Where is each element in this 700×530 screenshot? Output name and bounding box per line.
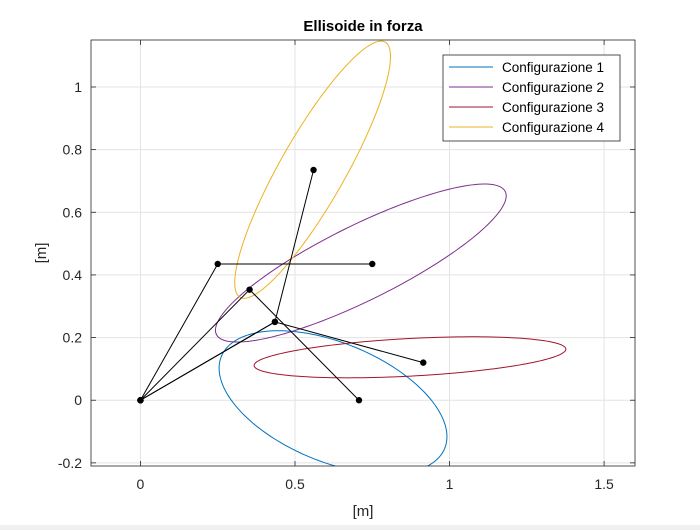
x-axis-label: [m] [353, 503, 374, 520]
y-axis-label: [m] [33, 243, 50, 264]
y-tick-label: 0.2 [63, 330, 83, 346]
legend: Configurazione 1 Configurazione 2 Configur… [442, 54, 621, 142]
joint-marker [355, 397, 363, 404]
legend-label: Configurazione 4 [502, 120, 605, 135]
y-tick-label: 0.8 [63, 142, 83, 158]
legend-label: Configurazione 3 [502, 100, 604, 115]
x-tick-label: 0.5 [285, 476, 305, 492]
legend-label: Configurazione 2 [502, 80, 604, 95]
ellipse-configurazione-2 [214, 183, 507, 343]
joint-marker [369, 260, 376, 268]
axes-box [90, 39, 636, 467]
joint-marker [271, 318, 279, 326]
joint-marker [310, 166, 317, 174]
y-axis-ticks: -0.2 0 0.2 0.4 0.6 0.8 1 [58, 79, 635, 471]
joint-marker [137, 397, 144, 404]
joint-marker [420, 359, 427, 366]
plot-content [137, 40, 567, 466]
chart-title: Ellisoide in forza [303, 18, 423, 35]
y-tick-label: 0.4 [63, 267, 83, 283]
y-tick-label: 1 [74, 79, 82, 95]
y-tick-label: -0.2 [58, 455, 82, 471]
ellipse-configurazione-4 [234, 40, 391, 299]
x-tick-label: 1.5 [594, 476, 614, 492]
x-axis-ticks: 0 0.5 1 1.5 [137, 40, 614, 492]
y-tick-label: 0 [74, 392, 82, 408]
x-tick-label: 1 [446, 476, 454, 492]
x-tick-label: 0 [137, 476, 145, 492]
legend-label: Configurazione 1 [502, 60, 604, 75]
joint-marker [214, 260, 221, 268]
ellipse-configurazione-3 [253, 336, 567, 379]
joint-marker [246, 286, 253, 293]
y-tick-label: 0.6 [63, 204, 83, 220]
ellipse-configurazione-1 [218, 330, 448, 466]
